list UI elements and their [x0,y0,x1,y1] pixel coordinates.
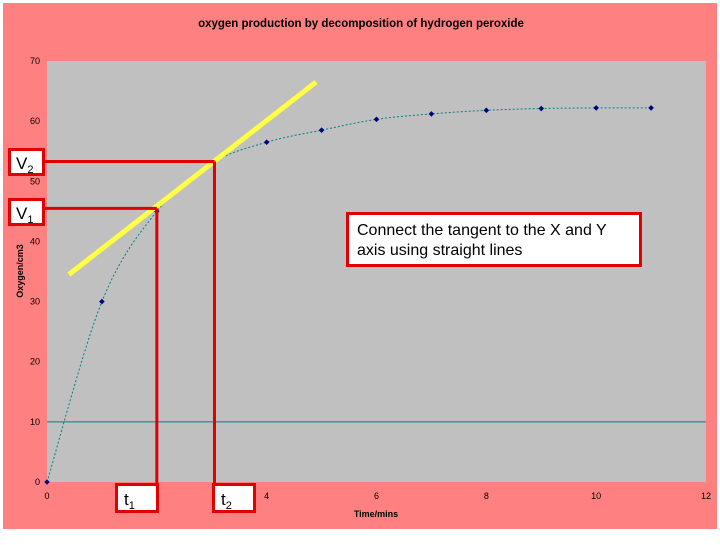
y-tick-label: 40 [30,236,40,246]
data-point [99,298,105,305]
t1-label-main: t [124,490,129,509]
x-tick-label: 6 [374,491,379,501]
t1-label: t1 [115,483,159,513]
y-tick-label: 60 [30,116,40,126]
v1-label: V1 [8,198,45,226]
y-tick-label: 20 [30,357,40,367]
data-point [373,116,380,123]
y-tick-label: 50 [30,176,40,186]
guide-lines [45,159,216,484]
y-tick-label: 0 [35,477,40,487]
v2-label-main: V [16,154,28,173]
x-tick-label: 0 [44,491,49,501]
data-point [44,479,50,485]
t1-label-sub: 1 [128,500,135,512]
tangent-line [67,80,318,277]
data-point [483,107,490,114]
v1-label-sub: 1 [27,214,34,226]
data-point [648,105,654,111]
t2-label-sub: 2 [225,500,232,512]
y-tick-label: 30 [30,297,40,307]
v1-label-main: V [16,204,28,223]
chart-title: oxygen production by decomposition of hy… [198,18,524,30]
data-point [263,139,270,145]
data-point [538,105,545,112]
data-point [318,127,325,133]
t2-label: t2 [212,483,256,513]
y-tick-label: 10 [30,417,40,427]
data-point [593,105,599,111]
plot-area [47,61,706,482]
instruction-note: Connect the tangent to the X and Y axis … [346,212,642,267]
t2-label-main: t [221,490,226,509]
x-tick-label: 4 [264,491,269,501]
v2-label: V2 [8,148,45,176]
y-axis-label: Oxygen/cm3 [15,244,25,298]
x-tick-label: 8 [484,491,489,501]
x-tick-label: 10 [591,491,601,501]
data-point [428,111,435,117]
y-axis-ticks: 0 10 20 30 40 50 60 70 [30,56,40,487]
v2-label-sub: 2 [27,164,34,176]
x-tick-label: 12 [701,491,711,501]
y-tick-label: 70 [30,56,40,66]
x-axis-label: Time/mins [354,509,398,519]
